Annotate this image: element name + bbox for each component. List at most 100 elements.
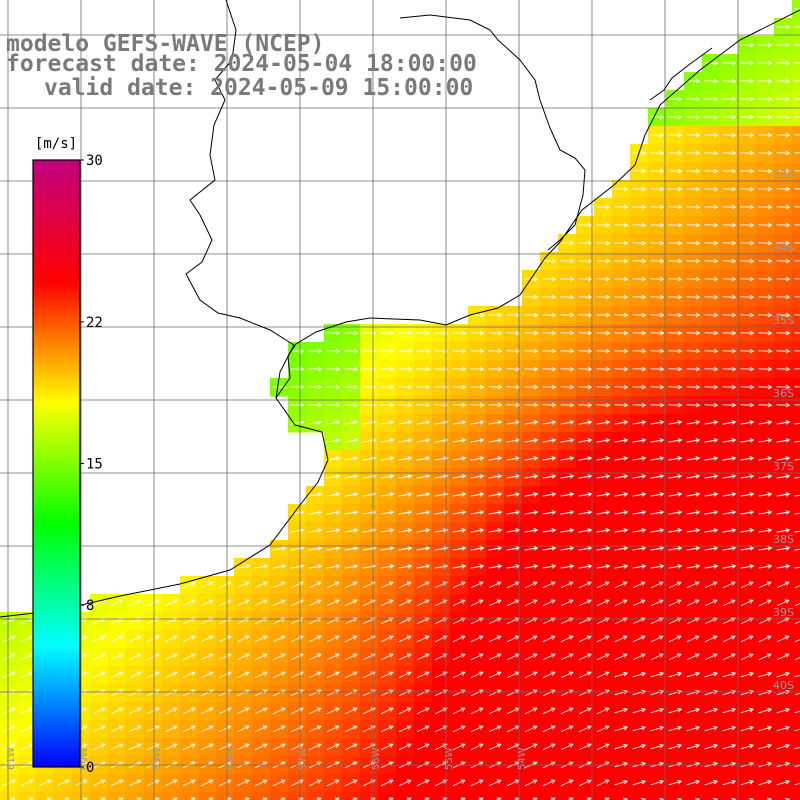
wind-arrow (650, 653, 664, 661)
model-title: modelo GEFS-WAVE (NCEP) (6, 31, 325, 57)
wind-arrow (740, 671, 755, 678)
wind-arrow (380, 456, 395, 461)
wind-arrow (776, 294, 791, 300)
wind-arrow (398, 743, 412, 751)
wind-arrow (424, 797, 430, 800)
wind-arrow (416, 474, 431, 479)
wind-arrow (470, 725, 484, 733)
wind-arrow (578, 671, 592, 679)
wind-arrow (254, 581, 268, 589)
wind-arrow (758, 438, 773, 443)
lagoon-outline (649, 47, 713, 101)
wind-arrow (542, 330, 557, 336)
wind-arrow (380, 599, 394, 607)
wind-arrow (704, 671, 719, 678)
wind-cell (792, 414, 800, 433)
wind-arrow (596, 671, 610, 679)
wind-arrow (794, 602, 800, 607)
wind-arrow (164, 635, 178, 643)
wind-arrow (164, 725, 178, 733)
wind-arrow (470, 510, 485, 515)
wind-arrow (686, 384, 701, 390)
wind-arrow (506, 420, 521, 425)
wind-arrow (524, 420, 539, 425)
wind-cell (792, 774, 800, 793)
wind-arrow (308, 384, 323, 390)
wind-arrow (668, 276, 683, 282)
wind-arrow (740, 114, 755, 120)
wind-arrow (326, 456, 341, 461)
wind-cell (792, 558, 800, 577)
wind-arrow (776, 78, 791, 84)
wind-arrow (794, 386, 800, 388)
latitude-label: 40S (773, 679, 794, 692)
wind-arrow (722, 204, 737, 210)
wind-arrow (182, 689, 196, 697)
wind-arrow (776, 222, 791, 228)
wind-arrow (488, 546, 503, 551)
wind-arrow (632, 186, 647, 192)
wind-arrow (568, 797, 574, 800)
wind-arrow (758, 599, 772, 607)
wind-arrow (668, 312, 683, 318)
wind-arrow (596, 779, 610, 787)
wind-arrow (704, 456, 719, 461)
wind-arrow (794, 242, 800, 244)
wind-arrow (316, 797, 322, 800)
wind-arrow (596, 510, 611, 515)
wind-arrow (154, 797, 160, 800)
wind-arrow (200, 581, 214, 589)
latitude-label: 35S (773, 314, 794, 327)
wind-arrow (758, 671, 773, 678)
wind-arrow (488, 599, 502, 607)
wind-arrow (496, 797, 502, 800)
wind-arrow (380, 671, 394, 679)
wind-arrow (632, 222, 647, 228)
wind-arrow (560, 384, 575, 390)
wind-arrow (524, 635, 538, 643)
wind-arrow (470, 312, 485, 318)
longitude-label: 61W (6, 747, 17, 770)
wind-arrow (632, 474, 647, 479)
wind-arrow (704, 312, 719, 318)
wind-arrow (758, 204, 773, 210)
wind-arrow (614, 725, 629, 732)
wind-arrow (398, 653, 412, 661)
wind-arrow (326, 348, 341, 354)
wind-arrow (578, 474, 593, 479)
wind-arrow (488, 348, 503, 354)
wind-arrow (416, 689, 430, 697)
wind-arrow (632, 168, 647, 174)
wind-arrow (578, 743, 592, 751)
wind-arrow (542, 689, 556, 697)
wind-arrow (218, 635, 232, 643)
wind-arrow (308, 743, 322, 751)
wind-arrow (506, 456, 521, 461)
wind-arrow (506, 312, 521, 318)
wind-arrow (308, 510, 323, 515)
longitude-label: 60W (79, 747, 90, 770)
wind-arrow (218, 653, 232, 661)
wind-cell (234, 792, 253, 800)
wind-arrow (524, 456, 539, 461)
wind-arrow (740, 294, 755, 300)
wind-arrow (722, 546, 737, 551)
wind-arrow (650, 725, 665, 732)
wind-cell (486, 792, 505, 800)
wind-arrow (326, 707, 340, 715)
wind-arrow (632, 366, 647, 372)
wind-arrow (308, 420, 323, 425)
wind-arrow (578, 330, 593, 336)
wind-cell (792, 576, 800, 595)
wind-arrow (434, 438, 449, 443)
wind-arrow (560, 474, 575, 479)
wind-arrow (82, 797, 88, 800)
wind-arrow (596, 599, 610, 607)
wind-arrow (542, 474, 557, 479)
wind-arrow (200, 671, 214, 679)
wind-arrow (686, 348, 701, 354)
wind-arrow (794, 566, 800, 569)
wind-arrow (596, 689, 610, 697)
wind-arrow (632, 420, 647, 425)
